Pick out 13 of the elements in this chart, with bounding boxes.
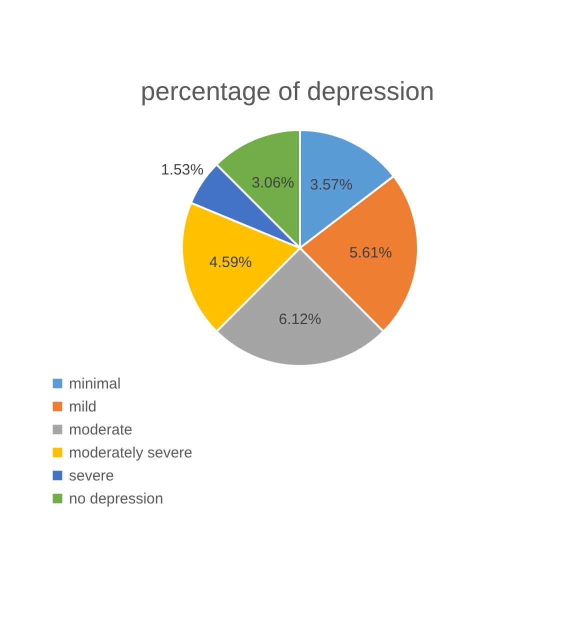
data-label: 4.59% <box>209 254 252 271</box>
legend-label: severe <box>69 468 114 484</box>
data-label: 3.06% <box>252 174 294 192</box>
legend-label: mild <box>69 398 97 416</box>
data-label: 5.61% <box>349 244 392 262</box>
data-label: 3.57% <box>310 176 353 194</box>
data-label: 6.12% <box>278 310 322 328</box>
legend-label: no depression <box>69 490 164 508</box>
data-label: 1.53% <box>160 161 204 178</box>
legend-label: minimal <box>69 376 121 392</box>
chart-title: percentage of depression <box>140 76 434 106</box>
legend-label: moderate <box>69 422 132 438</box>
legend-label: moderately severe <box>69 444 192 462</box>
